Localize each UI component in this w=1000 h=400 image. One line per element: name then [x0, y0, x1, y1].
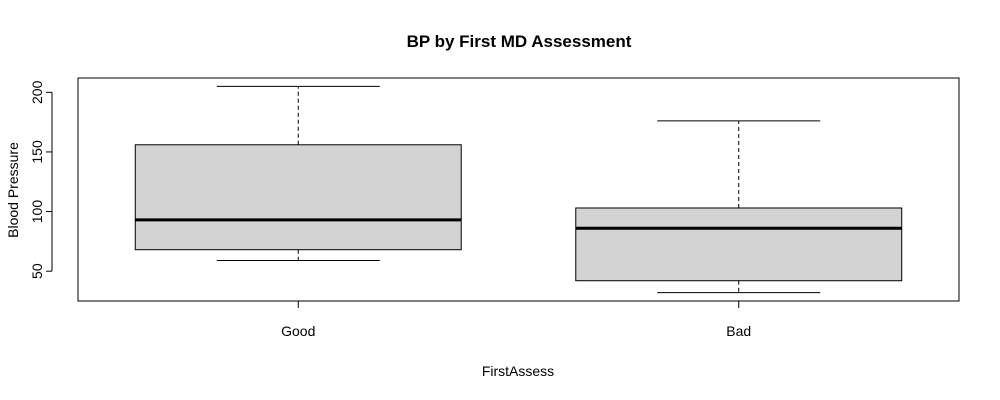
y-tick-label: 150 [29, 140, 45, 164]
y-axis: 50 100 150 200 [29, 80, 53, 279]
chart-title: BP by First MD Assessment [407, 32, 632, 51]
box-bad [575, 120, 903, 294]
y-tick-label: 50 [29, 263, 45, 279]
y-tick-label: 200 [29, 80, 45, 104]
boxes [134, 85, 903, 294]
y-axis-label: Blood Pressure [5, 142, 21, 238]
x-tick-label: Good [281, 323, 315, 339]
box-good [134, 85, 462, 261]
iqr-box [134, 144, 462, 251]
iqr-box [575, 207, 903, 282]
y-tick-label: 100 [29, 200, 45, 224]
x-tick-label: Bad [726, 323, 751, 339]
x-axis-label: FirstAssess [482, 363, 554, 379]
x-axis: Good Bad [281, 300, 751, 339]
